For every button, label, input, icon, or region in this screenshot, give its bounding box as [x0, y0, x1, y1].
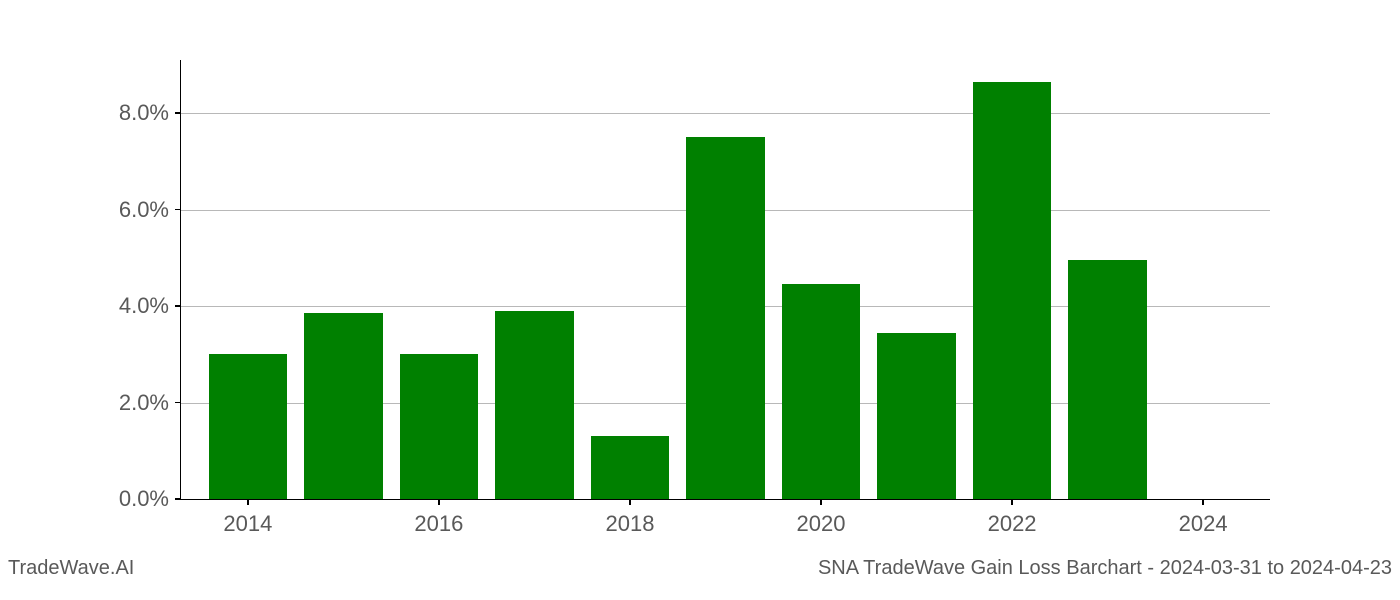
y-tick-mark — [175, 112, 181, 114]
chart-container: 0.0%2.0%4.0%6.0%8.0%20142016201820202022… — [180, 60, 1270, 500]
y-tick-label: 2.0% — [119, 390, 169, 416]
y-tick-mark — [175, 209, 181, 211]
x-tick-label: 2018 — [605, 511, 654, 537]
x-tick-label: 2016 — [414, 511, 463, 537]
y-tick-mark — [175, 305, 181, 307]
footer-left-text: TradeWave.AI — [8, 557, 134, 580]
x-tick-label: 2022 — [988, 511, 1037, 537]
bar — [304, 313, 382, 499]
x-tick-mark — [1011, 499, 1013, 505]
y-tick-mark — [175, 402, 181, 404]
gridline — [181, 113, 1270, 114]
y-tick-mark — [175, 498, 181, 500]
x-tick-mark — [629, 499, 631, 505]
bar — [1068, 260, 1146, 499]
y-tick-label: 0.0% — [119, 486, 169, 512]
x-tick-mark — [1202, 499, 1204, 505]
bar — [591, 436, 669, 499]
bar — [209, 354, 287, 499]
x-tick-label: 2014 — [223, 511, 272, 537]
bar — [686, 137, 764, 499]
x-tick-mark — [820, 499, 822, 505]
bar — [877, 333, 955, 499]
plot-area: 0.0%2.0%4.0%6.0%8.0%20142016201820202022… — [180, 60, 1270, 500]
bar — [973, 82, 1051, 499]
bar — [400, 354, 478, 499]
bar — [782, 284, 860, 499]
x-tick-mark — [247, 499, 249, 505]
y-tick-label: 6.0% — [119, 197, 169, 223]
footer-right-text: SNA TradeWave Gain Loss Barchart - 2024-… — [818, 557, 1392, 580]
bar — [495, 311, 573, 499]
y-tick-label: 4.0% — [119, 293, 169, 319]
y-tick-label: 8.0% — [119, 100, 169, 126]
x-tick-mark — [438, 499, 440, 505]
x-tick-label: 2024 — [1179, 511, 1228, 537]
x-tick-label: 2020 — [797, 511, 846, 537]
